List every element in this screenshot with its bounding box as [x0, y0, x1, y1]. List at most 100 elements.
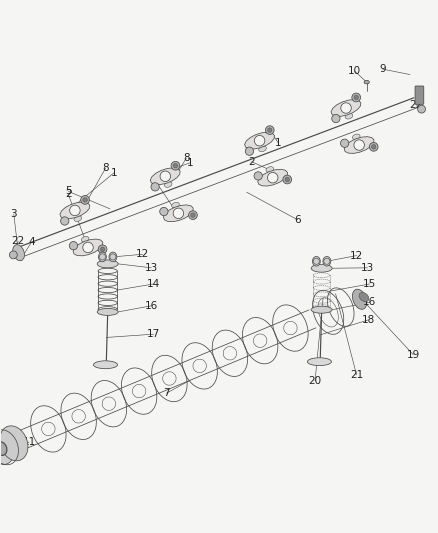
Text: 3: 3 [11, 209, 17, 219]
Ellipse shape [72, 409, 85, 423]
Text: 19: 19 [406, 350, 420, 360]
Text: 5: 5 [65, 187, 72, 196]
Circle shape [160, 207, 168, 216]
Ellipse shape [254, 334, 267, 348]
Text: 20: 20 [308, 376, 321, 386]
Circle shape [98, 245, 107, 254]
Ellipse shape [0, 442, 7, 455]
Text: 2: 2 [248, 157, 255, 167]
Ellipse shape [102, 397, 116, 410]
Text: 6: 6 [294, 215, 301, 225]
Ellipse shape [42, 422, 55, 435]
Text: 15: 15 [363, 279, 376, 289]
Ellipse shape [81, 237, 89, 242]
Text: 18: 18 [362, 315, 375, 325]
Polygon shape [258, 169, 287, 186]
Ellipse shape [164, 182, 172, 187]
Circle shape [69, 241, 78, 250]
Circle shape [173, 164, 178, 168]
Circle shape [81, 196, 89, 204]
Ellipse shape [353, 134, 360, 140]
Circle shape [265, 126, 274, 134]
Circle shape [83, 242, 93, 253]
Circle shape [171, 161, 180, 170]
Circle shape [100, 247, 105, 252]
Ellipse shape [284, 321, 297, 335]
Text: 2: 2 [65, 189, 72, 199]
Text: 21: 21 [350, 370, 363, 380]
Text: 7: 7 [163, 388, 170, 398]
Ellipse shape [345, 114, 353, 119]
Ellipse shape [223, 346, 237, 360]
Ellipse shape [364, 80, 369, 84]
Circle shape [60, 217, 69, 225]
Text: 1: 1 [187, 158, 194, 167]
Circle shape [332, 115, 340, 123]
Text: 12: 12 [350, 251, 363, 261]
Ellipse shape [307, 358, 332, 366]
Circle shape [151, 183, 159, 191]
Ellipse shape [132, 384, 146, 398]
Polygon shape [150, 168, 180, 184]
Text: 22: 22 [11, 236, 25, 246]
Ellipse shape [99, 252, 106, 262]
Ellipse shape [162, 372, 176, 385]
Circle shape [418, 105, 426, 113]
Polygon shape [73, 239, 103, 256]
Text: 8: 8 [183, 153, 190, 163]
Ellipse shape [109, 252, 117, 262]
Text: 2: 2 [152, 176, 159, 187]
Ellipse shape [266, 167, 274, 172]
Circle shape [285, 177, 290, 182]
Ellipse shape [259, 146, 266, 152]
Text: 16: 16 [363, 297, 376, 308]
Text: 11: 11 [22, 437, 36, 447]
Text: 13: 13 [145, 263, 158, 273]
Ellipse shape [0, 433, 14, 464]
Ellipse shape [359, 293, 369, 302]
Text: 12: 12 [136, 249, 149, 259]
Circle shape [70, 205, 80, 216]
Ellipse shape [74, 216, 81, 221]
Circle shape [191, 213, 195, 217]
Circle shape [254, 172, 262, 180]
Circle shape [173, 208, 184, 219]
Text: 14: 14 [147, 279, 160, 289]
Circle shape [340, 139, 349, 148]
Ellipse shape [323, 256, 331, 266]
Circle shape [369, 142, 378, 151]
Circle shape [10, 251, 17, 259]
Polygon shape [331, 100, 361, 116]
Ellipse shape [311, 306, 332, 313]
Circle shape [189, 211, 197, 220]
Polygon shape [60, 202, 90, 219]
Circle shape [354, 140, 364, 150]
Text: 16: 16 [145, 301, 158, 311]
Text: 22: 22 [410, 100, 423, 110]
Ellipse shape [312, 256, 320, 266]
Polygon shape [163, 205, 193, 222]
Circle shape [83, 198, 87, 202]
Circle shape [268, 128, 272, 132]
Circle shape [245, 147, 254, 155]
Polygon shape [344, 136, 374, 154]
Polygon shape [244, 132, 275, 149]
Ellipse shape [13, 245, 25, 261]
Circle shape [254, 135, 265, 146]
Ellipse shape [311, 264, 332, 272]
Ellipse shape [97, 309, 118, 316]
FancyBboxPatch shape [415, 86, 424, 104]
Ellipse shape [97, 260, 118, 268]
Circle shape [268, 173, 278, 183]
Circle shape [341, 103, 351, 113]
Text: 1: 1 [275, 138, 281, 148]
Circle shape [283, 175, 292, 184]
Ellipse shape [172, 203, 179, 208]
Text: 10: 10 [348, 66, 361, 76]
Circle shape [352, 93, 360, 102]
Circle shape [354, 95, 358, 100]
Text: 4: 4 [28, 238, 35, 247]
Ellipse shape [0, 426, 28, 461]
Text: 1: 1 [111, 168, 117, 177]
Circle shape [160, 171, 170, 182]
